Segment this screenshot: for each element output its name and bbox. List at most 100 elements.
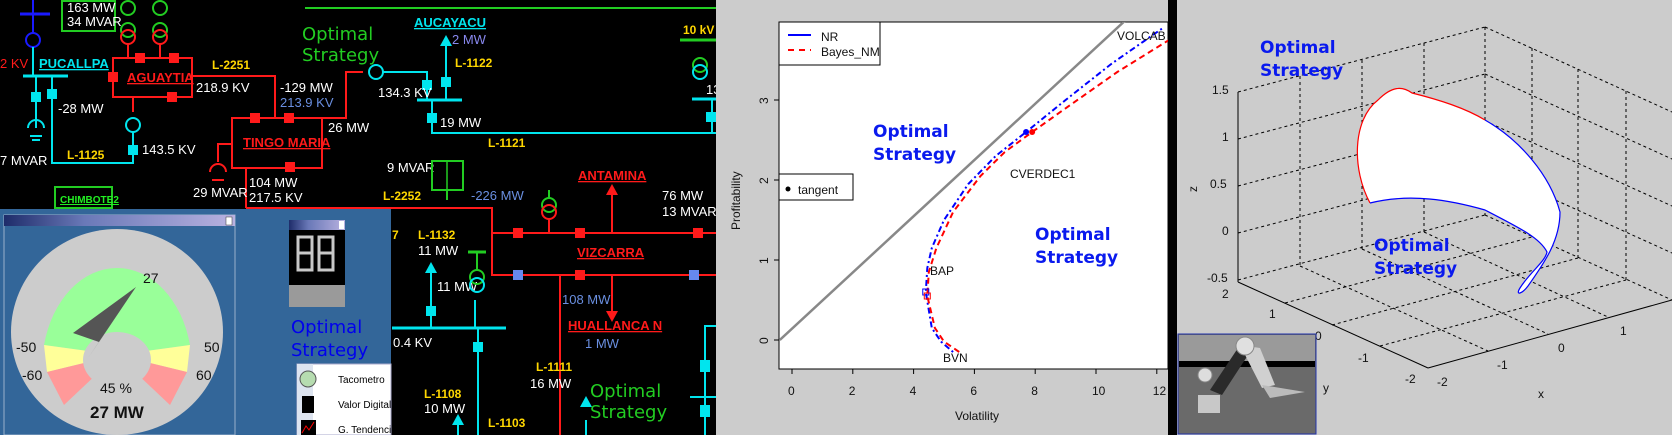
aucayacu-wiring	[383, 45, 716, 134]
window-close-button[interactable]	[225, 216, 233, 226]
z-tick: 0.5	[1210, 177, 1227, 191]
breaker-icon[interactable]	[513, 228, 523, 238]
line-label-l2251[interactable]: L-2251	[212, 58, 250, 72]
legend-swatch-tangent	[785, 186, 791, 192]
window-titlebar[interactable]	[4, 215, 235, 226]
line-label-l1111[interactable]: L-1111	[536, 360, 572, 374]
optimal-strategy-label: Optimal	[291, 317, 362, 338]
aucayacu-mw: 2 MW	[452, 32, 487, 47]
optimal-strategy-label: Optimal	[1035, 225, 1111, 245]
pucallpa-wiring	[23, 47, 134, 164]
tingo-wiring	[209, 71, 716, 435]
station-tingo-maria[interactable]: TINGO MARIA	[243, 135, 331, 150]
breaker-icon[interactable]	[31, 92, 41, 102]
menu-item-tacometro[interactable]: Tacometro	[299, 370, 385, 388]
breaker-icon[interactable]	[167, 92, 177, 102]
gauge-zone-yellow	[44, 345, 190, 372]
breaker-icon[interactable]	[135, 53, 145, 63]
breaker-icon[interactable]	[700, 360, 710, 372]
antamina-mvar: 13 MVAR	[662, 204, 717, 219]
bus-line	[192, 75, 276, 118]
window-titlebar[interactable]	[289, 220, 345, 230]
breaker-icon[interactable]	[422, 80, 432, 90]
breaker-icon[interactable]	[689, 270, 699, 280]
station-aguaytia[interactable]: AGUAYTIA	[127, 70, 194, 85]
window-close-button[interactable]	[339, 221, 344, 229]
station-vizcarra[interactable]: VIZCARRA	[577, 245, 645, 260]
breaker-icon[interactable]	[128, 145, 138, 155]
line-label-l1122[interactable]: L-1122	[455, 56, 493, 70]
generator-box[interactable]	[61, 0, 116, 32]
breaker-icon[interactable]	[441, 77, 451, 87]
axes-3d	[1237, 92, 1672, 369]
l1132-mw: 11 MW	[418, 243, 459, 258]
line-label-l1121[interactable]: L-1121	[488, 136, 526, 150]
thumbnail-horizon	[1179, 361, 1315, 367]
arrow-down-icon	[606, 311, 618, 322]
tachometer-icon	[299, 370, 317, 388]
optimal-strategy-label: Optimal	[590, 381, 661, 402]
huallanca-mw: 1 MW	[585, 336, 620, 351]
aguaytia-transformers	[120, 0, 168, 58]
gen-mvar: 34 MVAR	[67, 14, 122, 29]
breaker-icon[interactable]	[47, 89, 57, 99]
robot-arm-segment	[1240, 345, 1275, 388]
line-label-l2252[interactable]: L-2252	[383, 189, 421, 203]
z-tick: -0.5	[1207, 271, 1228, 285]
menu-item-tendencia[interactable]: G. Tendencia	[301, 420, 397, 435]
line-label-l1103[interactable]: L-1103	[488, 416, 526, 430]
breaker-icon[interactable]	[427, 113, 437, 123]
arrow-up-icon	[606, 184, 618, 195]
breaker-icon[interactable]	[700, 405, 710, 417]
robot-arm-segment	[1210, 345, 1250, 395]
station-huallanca[interactable]: HUALLANCA N	[568, 318, 662, 333]
tingo-mw-in: -129 MW	[280, 80, 333, 95]
line-label-l1125[interactable]: L-1125	[67, 148, 105, 162]
line-label-l1108[interactable]: L-1108	[424, 387, 462, 401]
l1111-mw: 16 MW	[530, 376, 572, 391]
robot-arm-thumbnail[interactable]	[1177, 333, 1317, 435]
display-footer	[289, 285, 345, 307]
breaker-icon[interactable]	[706, 112, 716, 122]
annotation-volcab: VOLCAB	[1117, 29, 1166, 43]
tingo-kv-in: 213.9 KV	[280, 95, 334, 110]
station-aucayacu[interactable]: AUCAYACU	[414, 15, 486, 30]
transformer-icon	[469, 277, 485, 293]
transformer-icon	[541, 204, 557, 220]
optimal-strategy-label: Strategy	[291, 340, 368, 361]
y-tick: 1	[1269, 307, 1276, 321]
y-tick: 0	[1315, 329, 1322, 343]
breaker-icon[interactable]	[426, 306, 436, 316]
annotation-cverdec1: CVERDEC1	[1010, 167, 1076, 181]
transformer-mw: 11 MW	[437, 279, 478, 294]
breaker-icon[interactable]	[250, 113, 260, 123]
digital-value-icon	[302, 396, 314, 413]
menu-item-valor-digital[interactable]: Valor Digital	[302, 396, 391, 413]
breaker-icon[interactable]	[285, 162, 295, 172]
optimal-strategy-label: Strategy	[1035, 248, 1118, 268]
breaker-icon[interactable]	[108, 72, 118, 82]
x-tick-label: 6	[970, 384, 977, 398]
breaker-icon[interactable]	[693, 228, 703, 238]
breaker-icon[interactable]	[575, 270, 585, 280]
y-tick: 2	[1222, 287, 1229, 301]
breaker-icon[interactable]	[575, 228, 585, 238]
y-tick-label: 1	[757, 257, 771, 264]
station-chimbote-box[interactable]	[54, 186, 113, 209]
optimal-strategy-label: Optimal	[302, 24, 373, 45]
tingo-mw-out: 26 MW	[328, 120, 370, 135]
breaker-icon[interactable]	[473, 342, 483, 352]
aucayacu-line-mw: 19 MW	[440, 115, 482, 130]
x-tick-label: 4	[910, 384, 917, 398]
station-pucallpa[interactable]: PUCALLPA	[39, 56, 109, 71]
breaker-icon[interactable]	[284, 113, 294, 123]
station-antamina[interactable]: ANTAMINA	[578, 168, 647, 183]
breaker-icon[interactable]	[169, 53, 179, 63]
tachometer-window[interactable]: 27 -50 50 -60 60 45 % 27 MW	[3, 214, 236, 435]
line-label-l1132[interactable]: L-1132	[418, 228, 456, 242]
breaker-icon[interactable]	[513, 270, 523, 280]
station-chimbote2[interactable]: CHIMBOTE2	[60, 195, 119, 206]
digital-display-window[interactable]: 88	[289, 220, 345, 307]
gauge-needle-shade	[88, 287, 136, 358]
transformer-icon	[692, 57, 708, 73]
